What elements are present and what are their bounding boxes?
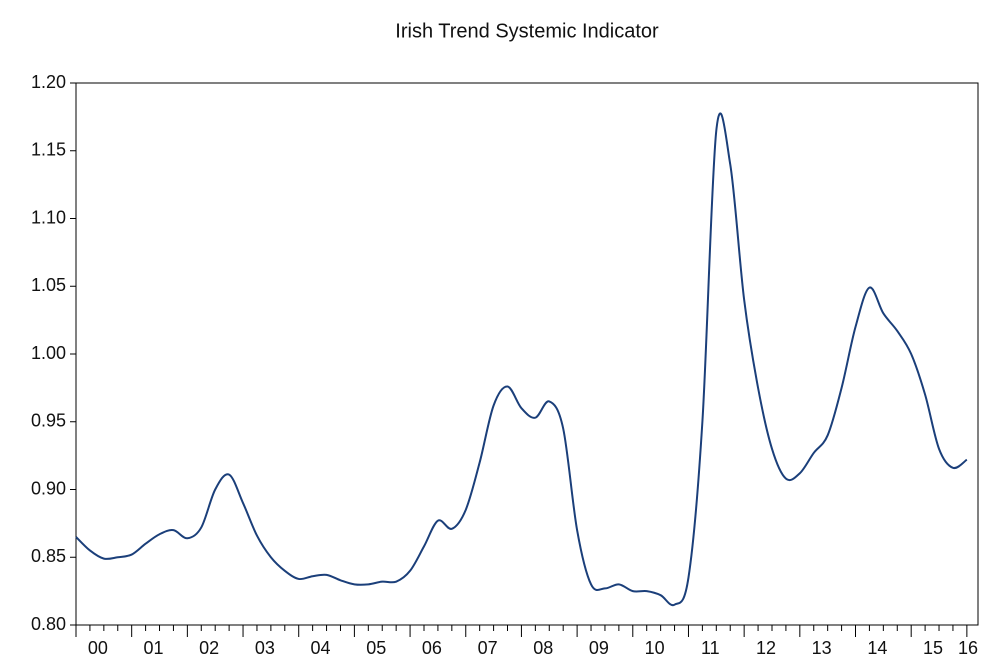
x-tick-label: 03 xyxy=(255,638,275,658)
x-tick-label: 09 xyxy=(589,638,609,658)
y-tick-label: 0.95 xyxy=(31,411,66,431)
x-tick-label: 02 xyxy=(199,638,219,658)
y-tick-label: 1.10 xyxy=(31,207,66,227)
x-tick-label: 15 xyxy=(923,638,943,658)
line-series xyxy=(75,112,968,607)
x-tick-label: 00 xyxy=(88,638,108,658)
y-tick-label: 1.20 xyxy=(31,72,66,92)
x-tick-label: 16 xyxy=(958,638,978,658)
x-tick-label: 07 xyxy=(478,638,498,658)
y-tick-label: 0.80 xyxy=(31,614,66,634)
x-tick-label: 05 xyxy=(366,638,386,658)
y-tick-label: 0.85 xyxy=(31,546,66,566)
x-tick-label: 12 xyxy=(756,638,776,658)
x-tick-label: 01 xyxy=(144,638,164,658)
x-tick-label: 11 xyxy=(701,638,720,658)
plot-frame xyxy=(75,82,979,626)
y-tick-label: 1.15 xyxy=(31,140,66,160)
y-tick-label: 1.00 xyxy=(31,343,66,363)
x-tick-label: 08 xyxy=(533,638,553,658)
x-tick-label: 13 xyxy=(812,638,832,658)
y-tick-label: 1.05 xyxy=(31,275,66,295)
x-tick-label: 10 xyxy=(645,638,665,658)
y-tick-label: 0.90 xyxy=(31,478,66,498)
x-tick-label: 14 xyxy=(867,638,887,658)
x-tick-label: 06 xyxy=(422,638,442,658)
chart-title: Irish Trend Systemic Indicator xyxy=(395,20,659,42)
x-tick-label: 04 xyxy=(311,638,331,658)
